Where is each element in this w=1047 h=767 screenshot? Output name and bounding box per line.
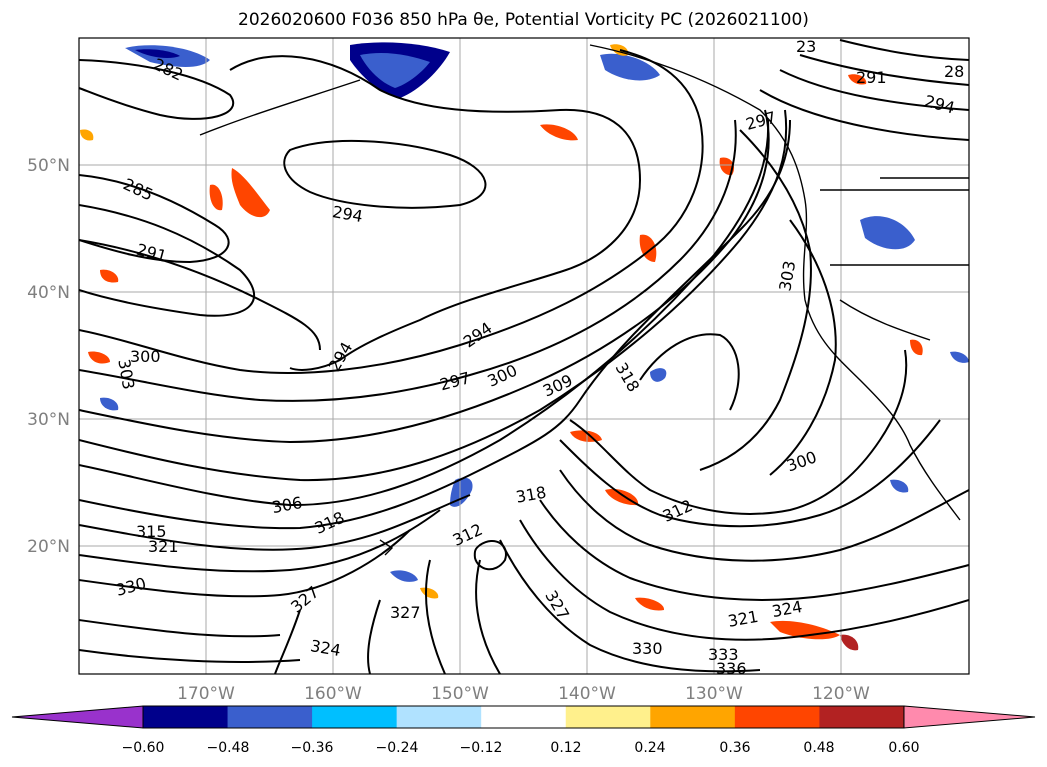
lon-label: 150°W [431, 684, 489, 704]
map-plot-area: 282 285 291 294 294 294 297 300 300 303 … [79, 37, 969, 678]
colorbar-ticks: −0.60 −0.48 −0.36 −0.24 −0.12 0.12 0.24 … [122, 740, 920, 756]
contour-label: 327 [390, 603, 421, 622]
contour-label: 23 [796, 37, 816, 56]
colorbar-tick-label: 0.36 [719, 740, 750, 756]
colorbar-tick-label: 0.12 [550, 740, 581, 756]
longitude-labels: 170°W 160°W 150°W 140°W 130°W 120°W [177, 684, 870, 704]
colorbar-cell [227, 706, 313, 728]
contour-label: 315 [136, 522, 167, 541]
colorbar-tick-label: −0.60 [122, 740, 165, 756]
lat-label: 40°N [27, 283, 70, 303]
colorbar-tick-label: −0.12 [460, 740, 503, 756]
colorbar-tick-label: 0.60 [888, 740, 919, 756]
lat-label: 50°N [27, 156, 70, 176]
map-gridlines [79, 38, 969, 674]
colorbar-cell [143, 706, 229, 728]
lat-label: 20°N [27, 537, 70, 557]
colorbar-tick-label: −0.48 [207, 740, 250, 756]
theta-e-contours [79, 39, 969, 674]
colorbar-cell [650, 706, 736, 728]
colorbar-tick-label: −0.24 [376, 740, 419, 756]
colorbar-cell [565, 706, 651, 728]
lon-label: 120°W [812, 684, 870, 704]
lon-label: 160°W [304, 684, 362, 704]
contour-label: 300 [130, 347, 161, 366]
colorbar-cell [396, 706, 482, 728]
colorbar-tick-label: 0.48 [803, 740, 834, 756]
contour-label: 330 [632, 639, 663, 658]
map-title: 2026020600 F036 850 hPa θe, Potential Vo… [238, 10, 809, 30]
lon-label: 140°W [558, 684, 616, 704]
contour-label: 28 [944, 62, 964, 81]
contour-label: 333 [708, 645, 739, 664]
colorbar: −0.60 −0.48 −0.36 −0.24 −0.12 0.12 0.24 … [11, 705, 1036, 756]
colorbar-frame [142, 705, 905, 729]
lon-label: 170°W [177, 684, 235, 704]
contour-label: 321 [148, 537, 179, 556]
contour-label: 291 [856, 68, 887, 87]
colorbar-cell [819, 706, 905, 728]
coastlines [199, 44, 969, 556]
lat-label: 30°N [27, 410, 70, 430]
colorbar-cell [312, 706, 398, 728]
colorbar-cell [481, 706, 567, 728]
colorbar-tick-label: 0.24 [634, 740, 665, 756]
colorbar-extend-high [903, 705, 1036, 729]
pv-shading [80, 42, 969, 651]
lon-label: 130°W [685, 684, 743, 704]
colorbar-extend-low [11, 705, 144, 729]
colorbar-cell [734, 706, 820, 728]
latitude-labels: 50°N 40°N 30°N 20°N [27, 156, 70, 557]
contour-label: 336 [716, 659, 747, 678]
plot-frame [78, 37, 970, 675]
colorbar-tick-label: −0.36 [291, 740, 334, 756]
